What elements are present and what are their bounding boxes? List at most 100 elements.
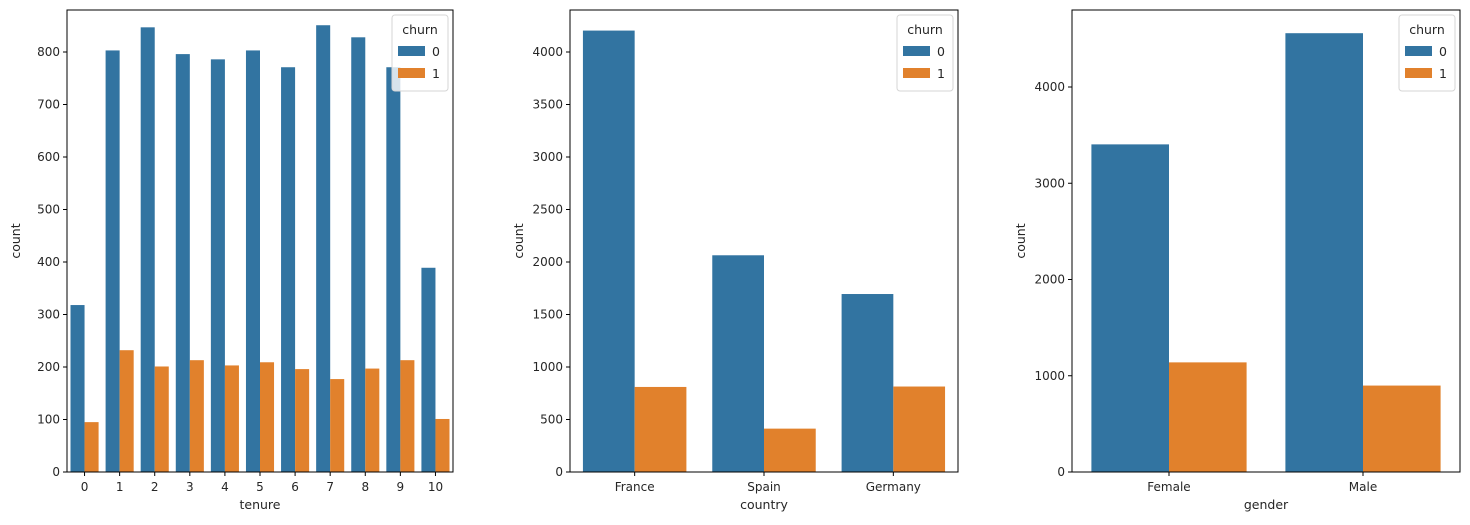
bar-churn-1-10 bbox=[435, 418, 450, 472]
x-tick-label: 0 bbox=[81, 480, 89, 494]
legend-swatch-churn-0 bbox=[1405, 46, 1432, 56]
legend-title: churn bbox=[1409, 22, 1445, 37]
legend-swatch-churn-1 bbox=[398, 68, 425, 78]
x-tick-label: 10 bbox=[428, 480, 443, 494]
y-tick-label: 800 bbox=[37, 45, 60, 59]
bar-churn-1-2 bbox=[154, 366, 169, 472]
legend-label: 1 bbox=[1439, 66, 1447, 81]
legend-label: 0 bbox=[937, 44, 945, 59]
y-tick-label: 600 bbox=[37, 150, 60, 164]
y-tick-label: 300 bbox=[37, 308, 60, 322]
bar-churn-1-1 bbox=[119, 350, 134, 472]
bar-churn-1-4 bbox=[224, 365, 239, 472]
bar-churn-0-9 bbox=[386, 67, 401, 472]
bar-churn-1-Female bbox=[1169, 362, 1247, 472]
x-tick-label: 3 bbox=[186, 480, 194, 494]
legend-label: 1 bbox=[937, 66, 945, 81]
x-tick-label: Male bbox=[1349, 480, 1377, 494]
legend-swatch-churn-1 bbox=[903, 68, 930, 78]
bar-churn-0-Female bbox=[1091, 144, 1169, 472]
x-tick-label: 8 bbox=[361, 480, 369, 494]
y-tick-label: 100 bbox=[37, 413, 60, 427]
bar-churn-0-2 bbox=[140, 27, 155, 472]
bar-churn-0-Male bbox=[1285, 33, 1363, 472]
y-axis-label: count bbox=[1013, 223, 1028, 258]
bar-churn-1-7 bbox=[330, 379, 345, 472]
legend-title: churn bbox=[402, 22, 438, 37]
x-tick-label: 4 bbox=[221, 480, 229, 494]
x-tick-label: Germany bbox=[866, 480, 921, 494]
bar-churn-0-6 bbox=[281, 67, 296, 472]
y-tick-label: 700 bbox=[37, 98, 60, 112]
y-axis-label: count bbox=[511, 223, 526, 258]
x-tick-label: Spain bbox=[747, 480, 781, 494]
y-tick-label: 2500 bbox=[532, 203, 563, 217]
legend-label: 0 bbox=[1439, 44, 1447, 59]
y-tick-label: 4000 bbox=[1034, 80, 1065, 94]
bar-churn-0-Spain bbox=[712, 255, 764, 472]
bar-churn-1-5 bbox=[260, 362, 275, 472]
legend-title: churn bbox=[907, 22, 943, 37]
legend-label: 0 bbox=[432, 44, 440, 59]
legend-swatch-churn-1 bbox=[1405, 68, 1432, 78]
bar-churn-1-Spain bbox=[764, 428, 816, 472]
bar-churn-0-Germany bbox=[841, 294, 894, 472]
x-tick-label: 2 bbox=[151, 480, 159, 494]
y-tick-label: 500 bbox=[37, 203, 60, 217]
x-axis-label: tenure bbox=[240, 497, 281, 512]
y-tick-label: 0 bbox=[1057, 465, 1065, 479]
y-tick-label: 1000 bbox=[1034, 369, 1065, 383]
y-tick-label: 3500 bbox=[532, 98, 563, 112]
bar-churn-0-1 bbox=[105, 50, 120, 473]
y-tick-label: 3000 bbox=[532, 150, 563, 164]
y-tick-label: 4000 bbox=[532, 45, 563, 59]
legend-swatch-churn-0 bbox=[903, 46, 930, 56]
chart-panel-gender: 0 1000 2000 3000 4000 Female Male gender count ch… bbox=[1013, 9, 1461, 512]
bar-churn-0-0 bbox=[70, 305, 85, 472]
y-tick-label: 0 bbox=[52, 465, 60, 479]
bar-churn-0-8 bbox=[351, 37, 366, 473]
legend: churn 0 1 bbox=[391, 14, 449, 92]
bar-churn-0-4 bbox=[210, 59, 225, 472]
y-tick-label: 1500 bbox=[532, 308, 563, 322]
legend-label: 1 bbox=[432, 66, 440, 81]
legend: churn 0 1 bbox=[896, 14, 954, 92]
x-tick-label: France bbox=[615, 480, 655, 494]
bar-churn-0-5 bbox=[245, 50, 260, 473]
y-tick-label: 0 bbox=[555, 465, 563, 479]
x-axis-label: country bbox=[740, 497, 788, 512]
bar-churn-0-7 bbox=[316, 25, 331, 472]
bar-churn-1-3 bbox=[189, 360, 204, 472]
chart-panel-country: 0 500 1000 1500 2000 2500 3000 3500 4000 France Sp… bbox=[511, 9, 959, 512]
bar-churn-0-France bbox=[582, 30, 635, 473]
y-tick-label: 1000 bbox=[532, 360, 563, 374]
bar-churn-1-8 bbox=[365, 368, 380, 472]
x-tick-label: 1 bbox=[116, 480, 124, 494]
y-tick-label: 500 bbox=[540, 413, 563, 427]
y-tick-label: 200 bbox=[37, 360, 60, 374]
legend-swatch-churn-0 bbox=[398, 46, 425, 56]
y-tick-label: 2000 bbox=[1034, 273, 1065, 287]
y-tick-label: 3000 bbox=[1034, 176, 1065, 190]
y-tick-label: 2000 bbox=[532, 255, 563, 269]
x-tick-label: Female bbox=[1147, 480, 1190, 494]
legend: churn 0 1 bbox=[1398, 14, 1456, 92]
x-tick-label: 7 bbox=[326, 480, 334, 494]
bar-churn-1-Germany bbox=[893, 386, 946, 472]
bar-churn-1-6 bbox=[295, 369, 310, 472]
bar-churn-1-9 bbox=[400, 360, 415, 472]
bar-churn-1-Male bbox=[1363, 385, 1441, 472]
y-tick-label: 400 bbox=[37, 255, 60, 269]
bar-churn-0-10 bbox=[421, 267, 436, 472]
plot-frame bbox=[1071, 9, 1461, 473]
bar-churn-1-France bbox=[634, 386, 687, 472]
x-tick-label: 5 bbox=[256, 480, 264, 494]
bar-churn-1-0 bbox=[84, 422, 99, 473]
x-tick-label: 6 bbox=[291, 480, 299, 494]
x-axis-label: gender bbox=[1244, 497, 1289, 512]
bar-churn-0-3 bbox=[175, 54, 190, 472]
y-axis-label: count bbox=[8, 223, 23, 258]
x-tick-label: 9 bbox=[397, 480, 405, 494]
